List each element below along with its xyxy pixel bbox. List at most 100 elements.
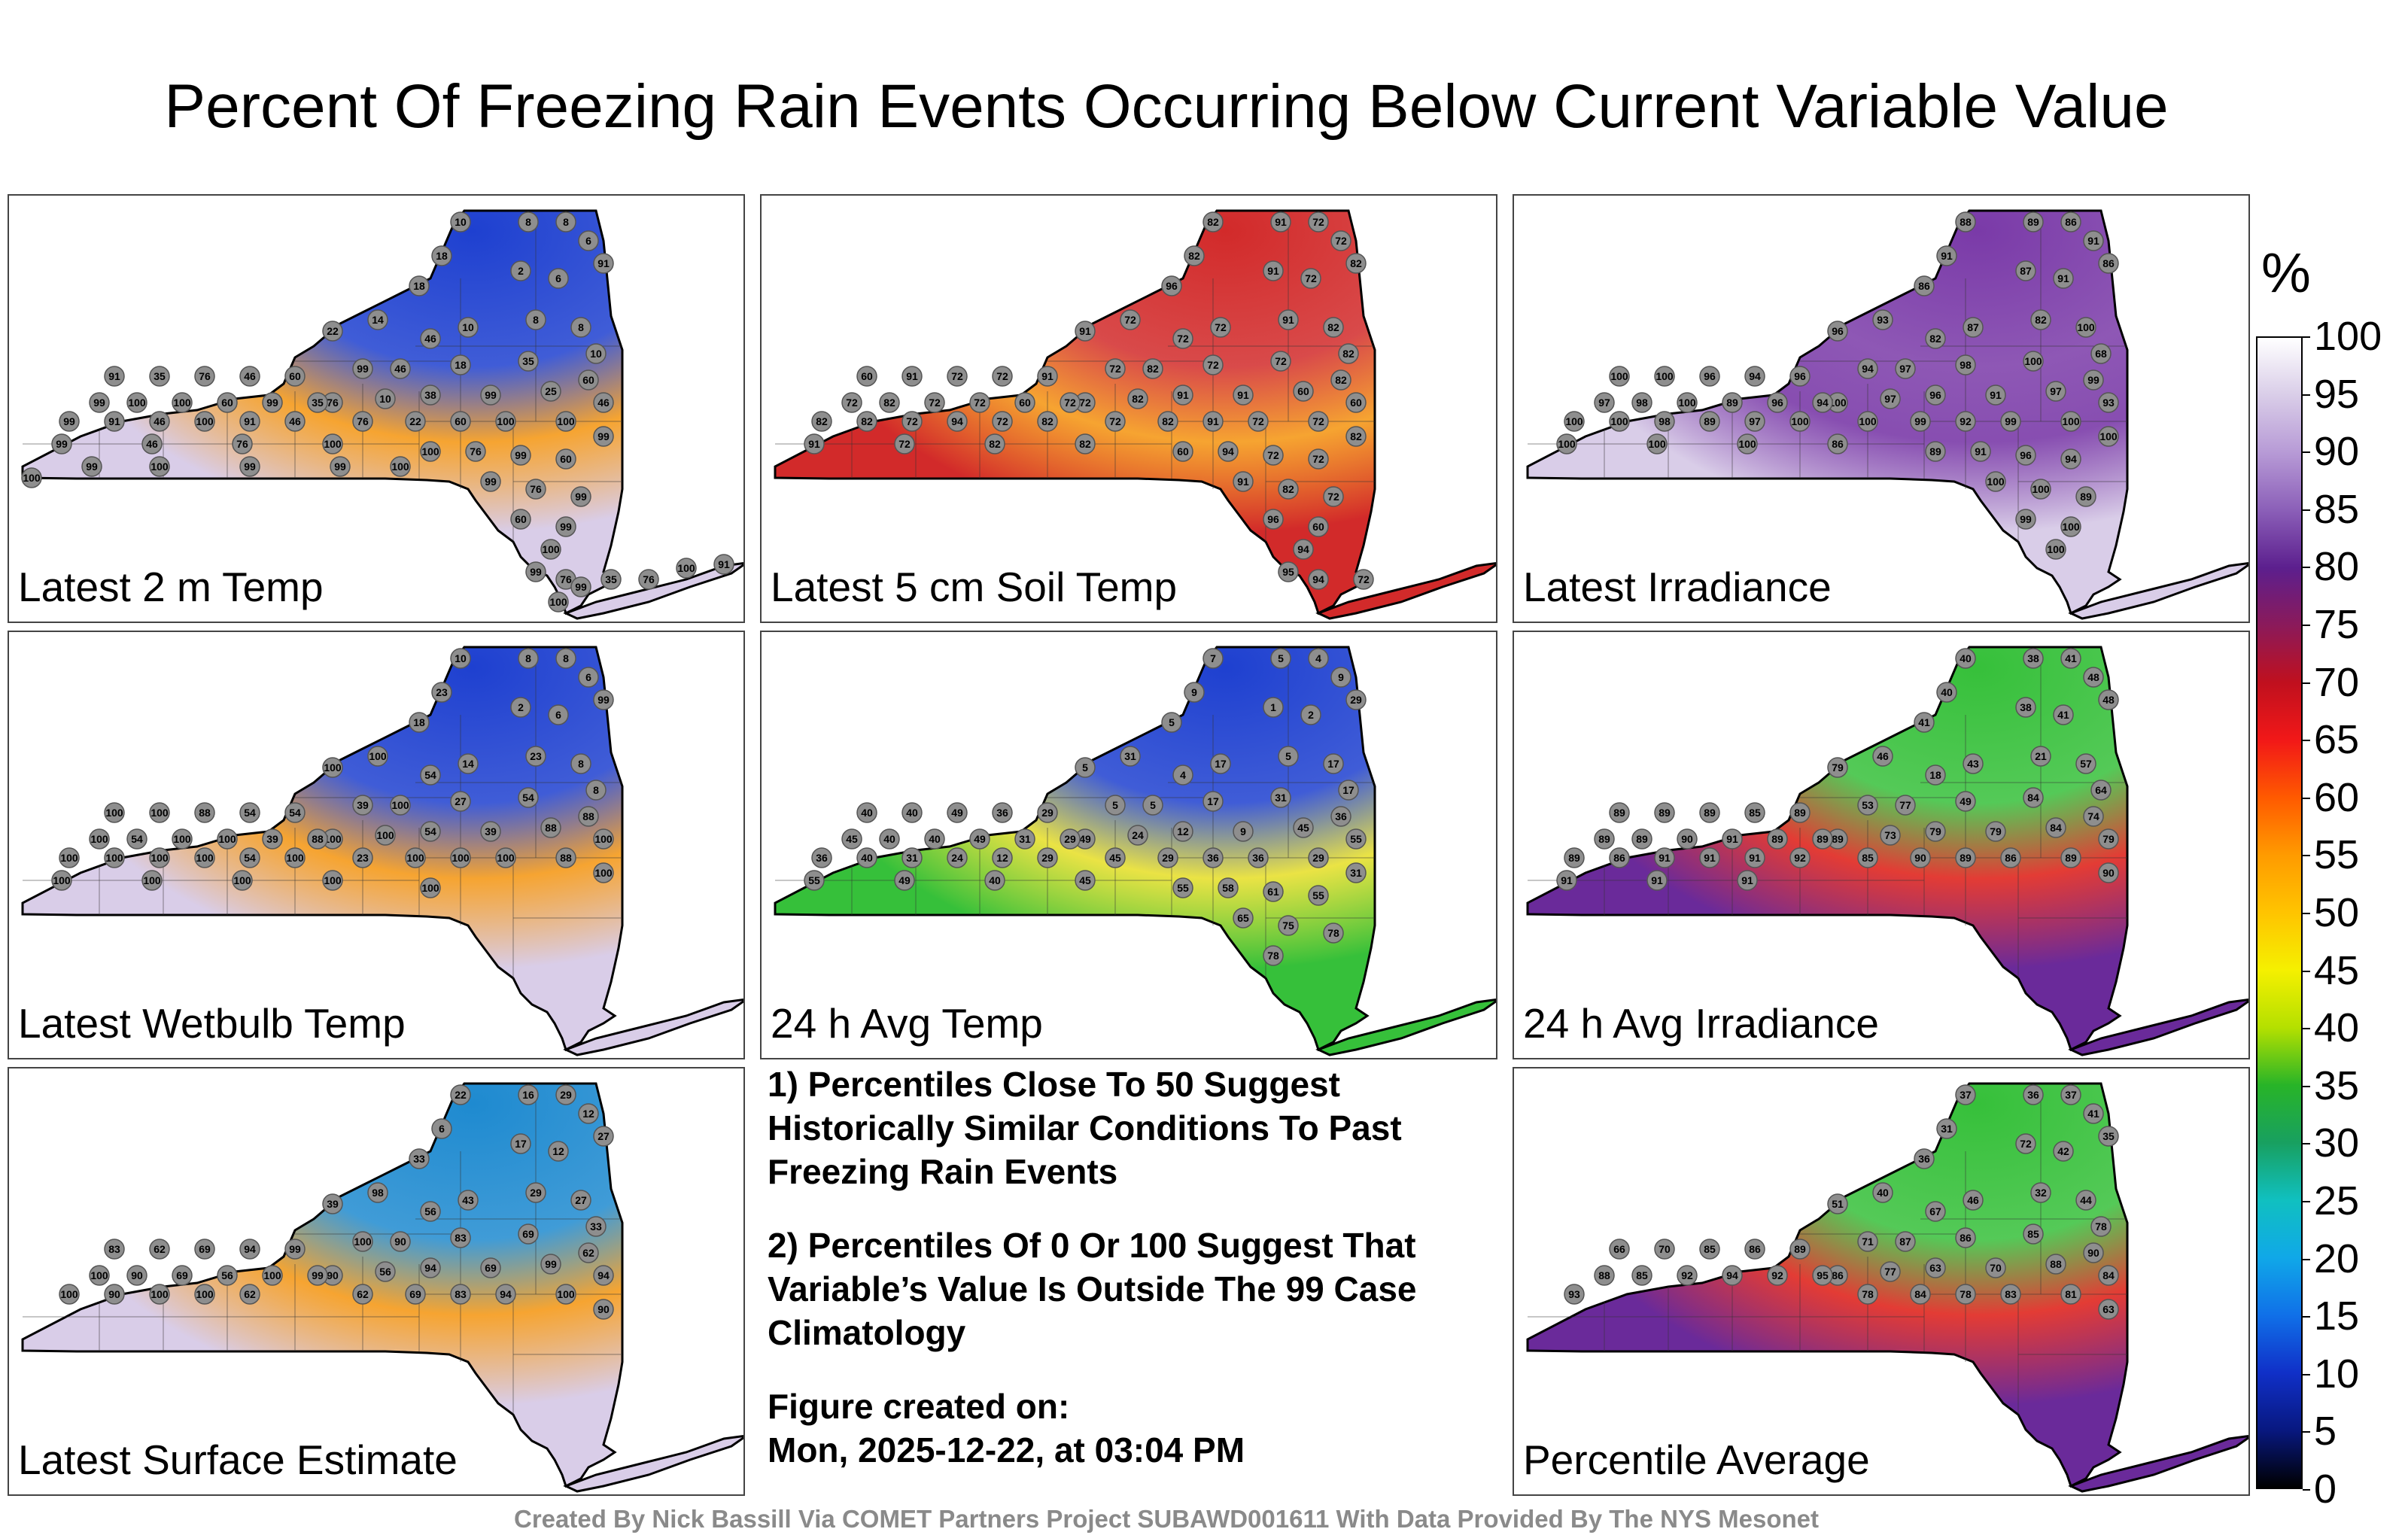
station-marker: 61 [1263,881,1284,902]
station-marker: 46 [420,328,441,349]
station-marker: 72 [1075,392,1096,413]
station-value: 82 [2035,314,2047,326]
station-value: 40 [906,807,918,819]
station-value: 76 [357,415,369,427]
station-value: 8 [578,758,584,770]
station-value: 60 [1350,397,1362,409]
station-value: 5 [1278,652,1284,664]
colorbar-tick-mark [2303,855,2310,857]
station-value: 94 [597,1269,610,1281]
station-value: 100 [286,852,304,864]
station-value: 86 [2005,852,2017,864]
station-marker: 63 [1925,1257,1946,1278]
station-value: 29 [1041,807,1054,819]
station-marker: 72 [1323,486,1344,507]
station-marker: 99 [284,1239,306,1260]
station-value: 91 [244,415,256,427]
colorbar-tick-mark [2303,394,2310,396]
station-marker: 72 [1308,448,1329,470]
station-value: 85 [1749,807,1761,819]
station-marker: 100 [149,1284,170,1305]
station-value: 100 [2062,415,2080,427]
station-marker: 89 [1789,1239,1811,1260]
station-marker: 76 [525,479,546,500]
station-value: 77 [1884,1266,1896,1278]
station-value: 98 [1659,415,1671,427]
station-value: 72 [846,397,858,409]
station-marker: 76 [555,569,576,590]
colorbar-tick-mark [2303,1489,2310,1491]
station-marker: 24 [1127,825,1148,846]
station-value: 97 [1899,363,1911,375]
station-marker: 87 [2015,260,2036,281]
station-value: 56 [424,1205,436,1217]
station-marker: 99 [59,411,80,432]
station-value: 1 [1270,701,1276,713]
station-marker: 100 [676,558,697,579]
long-island [563,999,743,1056]
station-marker: 76 [465,441,486,462]
station-marker: 32 [2030,1182,2051,1203]
station-value: 39 [327,1198,339,1210]
station-marker: 82 [1345,253,1367,274]
station-value: 91 [718,558,730,570]
station-value: 78 [1960,1288,1972,1300]
station-marker: 12 [578,1103,599,1124]
station-value: 36 [1207,852,1219,864]
station-marker: 77 [1880,1261,1901,1282]
station-marker: 91 [1737,870,1758,891]
station-value: 91 [1659,852,1671,864]
station-value: 9 [1191,686,1197,698]
station-value: 17 [1327,758,1339,770]
station-value: 93 [1877,314,1889,326]
station-marker: 87 [1963,317,1984,338]
station-marker: 100 [2030,479,2051,500]
station-value: 90 [2087,1247,2099,1259]
station-value: 12 [552,1145,564,1157]
station-marker: 60 [217,392,238,413]
station-marker: 98 [367,1182,388,1203]
station-marker: 91 [1985,385,2006,406]
station-marker: 69 [480,1257,501,1278]
station-value: 100 [2032,483,2050,495]
station-value: 99 [86,460,98,473]
station-value: 36 [1252,852,1264,864]
station-marker: 64 [2090,780,2112,801]
station-marker: 35 [518,351,539,372]
station-value: 96 [1832,325,1844,337]
station-marker: 65 [1233,907,1254,929]
station-marker: 100 [1789,411,1811,432]
panel-label: Percentile Average [1523,1436,1870,1483]
station-value: 36 [996,807,1008,819]
station-value: 72 [1109,363,1121,375]
station-marker: 5 [1161,712,1182,733]
station-value: 86 [2065,216,2077,228]
station-marker: 67 [1925,1201,1946,1222]
station-value: 100 [391,460,409,473]
station-marker: 89 [1699,411,1720,432]
station-value: 14 [372,314,384,326]
station-marker: 72 [1120,309,1141,330]
station-marker: 91 [1233,471,1254,492]
station-value: 97 [2050,385,2062,397]
station-value: 83 [455,1232,467,1244]
station-value: 97 [1884,393,1896,405]
station-marker: 56 [217,1265,238,1286]
station-marker: 93 [2098,392,2119,413]
station-value: 18 [1929,769,1941,781]
station-marker: 31 [1270,787,1291,808]
station-marker: 45 [841,828,862,850]
station-marker: 91 [1263,260,1284,281]
station-value: 82 [1929,333,1941,345]
station-marker: 40 [879,828,900,850]
station-marker: 29 [525,1182,546,1203]
station-value: 60 [455,415,467,427]
station-marker: 88 [2045,1254,2066,1275]
station-marker: 94 [1218,441,1239,462]
colorbar-tick-mark [2303,682,2310,684]
station-marker: 82 [1075,433,1096,454]
station-marker: 100 [2060,516,2081,537]
station-marker: 91 [901,366,923,387]
map-panel: 88 89 86 91 91 86 87 91 86 93 87 82 82 100 68 96 94 97 98 1… [1513,194,2250,623]
station-value: 37 [2065,1089,2077,1101]
